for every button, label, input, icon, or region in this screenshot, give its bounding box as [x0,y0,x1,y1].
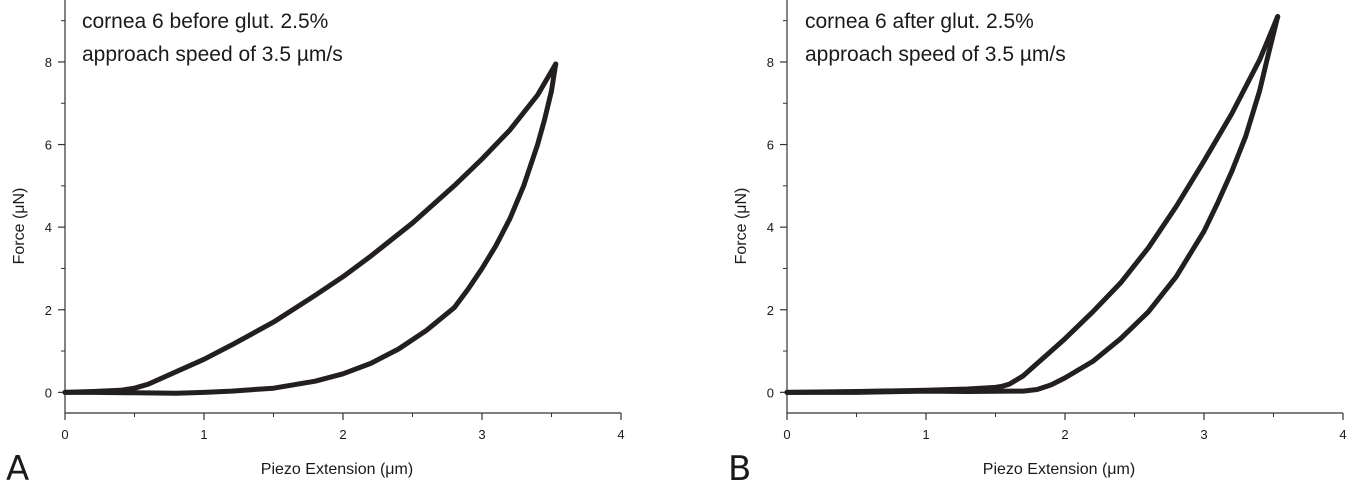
x-axis-title: Piezo Extension (μm) [261,461,413,478]
chart-panel-a: 0 1 2 3 4 0 2 4 6 8 cornea 6 before glut. 2.5% ap… [6,0,625,484]
y-tick-label: 4 [767,220,774,235]
annotation-line-2: approach speed of 3.5 µm/s [805,43,1066,66]
y-tick-label: 0 [767,385,774,400]
y-axis-title: Force (μN) [733,188,750,265]
series-line-2 [62,61,559,396]
y-tick-label: 8 [45,55,52,70]
x-tick-label: 2 [339,427,346,442]
y-axis-title: Force (μN) [11,188,28,265]
annotation-line-1: cornea 6 before glut. 2.5% [82,10,328,33]
x-tick-label: 3 [1200,427,1207,442]
y-tick-label: 4 [45,220,52,235]
x-tick-label: 3 [478,427,485,442]
plot-layer: 0 1 2 3 4 0 2 4 6 8 [45,0,625,442]
x-tick-label: 4 [1339,427,1346,442]
x-tick-label: 0 [61,427,68,442]
series-line-1 [784,14,1281,395]
series-line-1 [62,61,559,395]
x-tick-label: 4 [617,427,624,442]
chart-panel-b: 0 1 2 3 4 0 2 4 6 8 cornea 6 after glut. 2.5% app… [728,0,1347,484]
series-line-2 [784,14,1281,395]
x-tick-label: 0 [783,427,790,442]
y-tick-label: 2 [767,303,774,318]
plot-layer: 0 1 2 3 4 0 2 4 6 8 [767,0,1347,442]
annotation-line-2: approach speed of 3.5 µm/s [82,43,343,66]
y-tick-label: 8 [767,55,774,70]
x-tick-label: 1 [922,427,929,442]
x-axis-title: Piezo Extension (μm) [983,461,1135,478]
y-tick-label: 6 [767,138,774,153]
y-tick-label: 2 [45,303,52,318]
annotation-line-1: cornea 6 after glut. 2.5% [805,10,1034,33]
y-tick-label: 0 [45,385,52,400]
panel-label: B [728,449,751,484]
y-tick-label: 6 [45,138,52,153]
panel-label: A [6,449,29,484]
x-tick-label: 2 [1061,427,1068,442]
x-tick-label: 1 [200,427,207,442]
